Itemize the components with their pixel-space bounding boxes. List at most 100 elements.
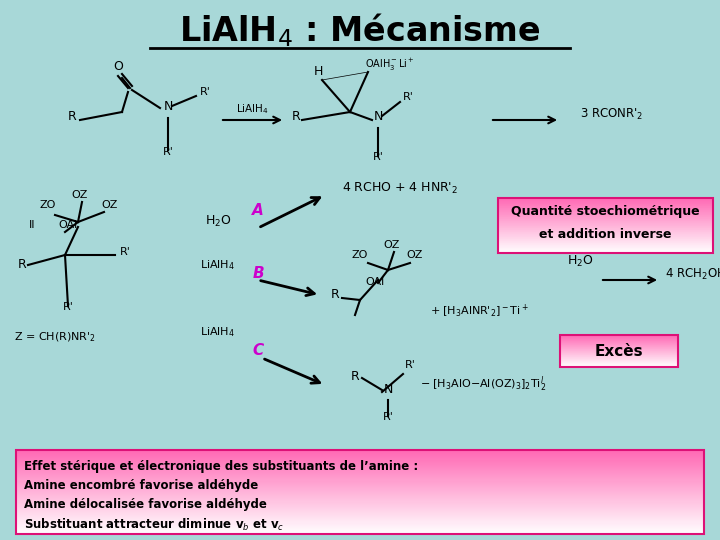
Bar bbox=[498, 198, 713, 253]
Bar bbox=[16, 501, 704, 502]
Bar bbox=[16, 471, 704, 472]
Text: R: R bbox=[292, 110, 300, 123]
Bar bbox=[498, 251, 713, 252]
Text: R: R bbox=[17, 258, 27, 271]
Text: R': R' bbox=[199, 87, 210, 97]
Bar bbox=[16, 491, 704, 492]
Bar bbox=[498, 214, 713, 215]
Bar bbox=[16, 478, 704, 480]
Bar bbox=[498, 237, 713, 238]
Bar bbox=[16, 485, 704, 487]
Text: LiAlH$_4$: LiAlH$_4$ bbox=[200, 325, 235, 339]
Text: OAlH$_3^-$Li$^+$: OAlH$_3^-$Li$^+$ bbox=[365, 57, 415, 73]
Bar bbox=[16, 452, 704, 453]
Bar bbox=[16, 511, 704, 512]
Bar bbox=[16, 454, 704, 455]
Bar bbox=[16, 517, 704, 518]
Text: R: R bbox=[68, 110, 76, 123]
Bar bbox=[16, 524, 704, 525]
Bar bbox=[16, 493, 704, 494]
Text: OZ: OZ bbox=[407, 250, 423, 260]
Text: OAl: OAl bbox=[365, 277, 384, 287]
Bar bbox=[498, 252, 713, 253]
Text: $-$ [H$_3$AlO$-$Al(OZ)$_3$]$_2$Ti$_2^l$: $-$ [H$_3$AlO$-$Al(OZ)$_3$]$_2$Ti$_2^l$ bbox=[420, 375, 546, 394]
Bar bbox=[498, 242, 713, 244]
Bar bbox=[16, 467, 704, 468]
Bar bbox=[16, 465, 704, 467]
Bar bbox=[16, 512, 704, 513]
Bar bbox=[16, 489, 704, 490]
Bar bbox=[498, 247, 713, 248]
Text: LiAlH$_4$: LiAlH$_4$ bbox=[235, 102, 269, 116]
Bar bbox=[16, 469, 704, 470]
Text: ZO: ZO bbox=[352, 250, 368, 260]
Text: Excès: Excès bbox=[595, 343, 643, 359]
Bar bbox=[498, 235, 713, 236]
Text: R': R' bbox=[163, 147, 174, 157]
Text: H$_2$O: H$_2$O bbox=[204, 214, 231, 229]
Bar bbox=[16, 494, 704, 495]
Text: 4 RCHO + 4 HNR'$_2$: 4 RCHO + 4 HNR'$_2$ bbox=[342, 181, 458, 196]
Bar bbox=[498, 231, 713, 232]
Bar bbox=[16, 480, 704, 481]
Text: 4 RCH$_2$OH: 4 RCH$_2$OH bbox=[665, 267, 720, 282]
Bar bbox=[16, 504, 704, 505]
Bar bbox=[16, 458, 704, 460]
Text: R': R' bbox=[405, 360, 415, 370]
Bar bbox=[16, 483, 704, 484]
Text: Amine délocalisée favorise aldéhyde: Amine délocalisée favorise aldéhyde bbox=[24, 498, 267, 511]
Text: OZ: OZ bbox=[384, 240, 400, 250]
Text: LiAlH$_4$ : Mécanisme: LiAlH$_4$ : Mécanisme bbox=[179, 11, 541, 49]
Bar bbox=[498, 202, 713, 203]
Bar bbox=[498, 208, 713, 209]
Bar bbox=[16, 474, 704, 475]
Bar bbox=[16, 492, 704, 493]
Bar bbox=[16, 490, 704, 491]
Bar bbox=[498, 199, 713, 200]
Bar bbox=[16, 488, 704, 489]
Bar bbox=[498, 246, 713, 247]
Bar bbox=[16, 473, 704, 474]
Bar bbox=[498, 213, 713, 214]
Text: R': R' bbox=[120, 247, 131, 257]
Text: et addition inverse: et addition inverse bbox=[539, 227, 672, 240]
Bar bbox=[16, 514, 704, 515]
Text: OZ: OZ bbox=[72, 190, 88, 200]
Text: Effet stérique et électronique des substituants de l’amine :: Effet stérique et électronique des subst… bbox=[24, 460, 418, 473]
Bar bbox=[16, 531, 704, 532]
Bar bbox=[16, 496, 704, 497]
Bar bbox=[498, 240, 713, 241]
Bar bbox=[16, 487, 704, 488]
Bar bbox=[498, 228, 713, 229]
Bar bbox=[16, 460, 704, 461]
Bar bbox=[16, 477, 704, 478]
Bar bbox=[16, 523, 704, 524]
Bar bbox=[498, 225, 713, 226]
Bar bbox=[498, 226, 713, 227]
Bar bbox=[16, 533, 704, 534]
Bar bbox=[498, 218, 713, 219]
Text: H: H bbox=[313, 65, 323, 78]
Bar bbox=[16, 470, 704, 471]
Bar bbox=[498, 200, 713, 201]
Text: R': R' bbox=[402, 92, 413, 102]
Bar bbox=[16, 461, 704, 462]
Bar bbox=[16, 463, 704, 464]
Text: R': R' bbox=[63, 302, 73, 312]
Bar bbox=[16, 475, 704, 476]
Bar bbox=[498, 201, 713, 202]
Bar bbox=[498, 233, 713, 234]
Bar bbox=[16, 456, 704, 457]
Bar bbox=[560, 335, 678, 367]
Bar bbox=[16, 497, 704, 498]
Text: R': R' bbox=[372, 152, 384, 162]
Bar bbox=[16, 519, 704, 521]
Bar bbox=[16, 502, 704, 503]
Bar bbox=[498, 230, 713, 231]
Bar bbox=[16, 505, 704, 507]
Bar bbox=[16, 510, 704, 511]
Bar bbox=[16, 509, 704, 510]
Bar bbox=[498, 206, 713, 207]
Bar bbox=[498, 239, 713, 240]
Bar bbox=[498, 250, 713, 251]
